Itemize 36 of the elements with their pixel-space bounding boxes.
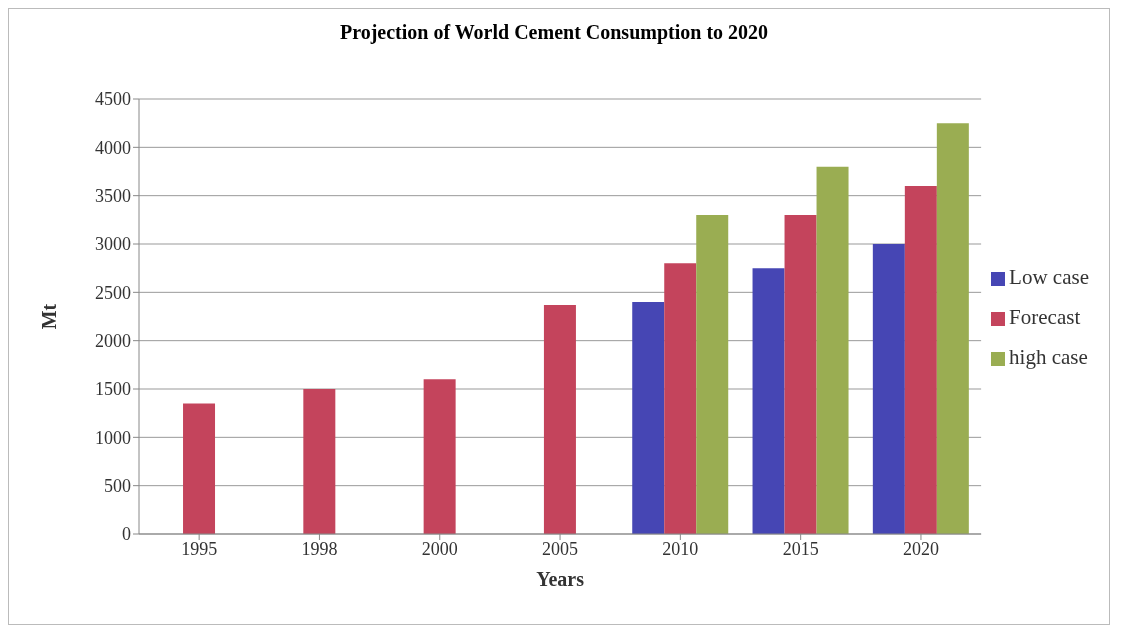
y-tick-label: 2000 [95, 331, 131, 352]
chart-title: Projection of World Cement Consumption to 2020 [338, 21, 770, 44]
legend-label: high case [1009, 344, 1088, 369]
bar [784, 215, 817, 534]
bar [183, 403, 216, 534]
bar [936, 123, 969, 534]
x-tick-label: 2015 [782, 538, 819, 559]
bar [423, 379, 456, 534]
y-tick-label: 500 [104, 476, 131, 497]
bar [632, 302, 665, 534]
y-tick-label: 1500 [95, 379, 131, 400]
bar [303, 389, 336, 534]
y-axis-title: Mt [38, 303, 61, 330]
bar [664, 263, 697, 534]
y-tick-label: 4000 [95, 137, 131, 158]
y-tick-label: 0 [122, 524, 131, 545]
x-tick-label: 2005 [542, 538, 579, 559]
bar [816, 166, 849, 534]
x-tick-label: 2000 [421, 538, 458, 559]
y-tick-label: 4500 [95, 89, 131, 110]
bar [696, 215, 729, 534]
y-tick-label: 2500 [95, 282, 131, 303]
bar [872, 244, 905, 534]
legend-label: Forecast [1009, 304, 1081, 329]
x-axis-title: Years [536, 568, 585, 590]
bar [543, 304, 576, 534]
x-tick-label: 1998 [301, 538, 338, 559]
x-tick-label: 2010 [662, 538, 699, 559]
x-tick-label: 1995 [181, 538, 218, 559]
bar [904, 186, 937, 534]
y-tick-label: 1000 [95, 427, 131, 448]
y-tick-label: 3000 [95, 234, 131, 255]
x-tick-label: 2020 [902, 538, 939, 559]
y-tick-label: 3500 [95, 186, 131, 207]
bar [752, 268, 785, 534]
legend-label: Low case [1009, 264, 1089, 289]
